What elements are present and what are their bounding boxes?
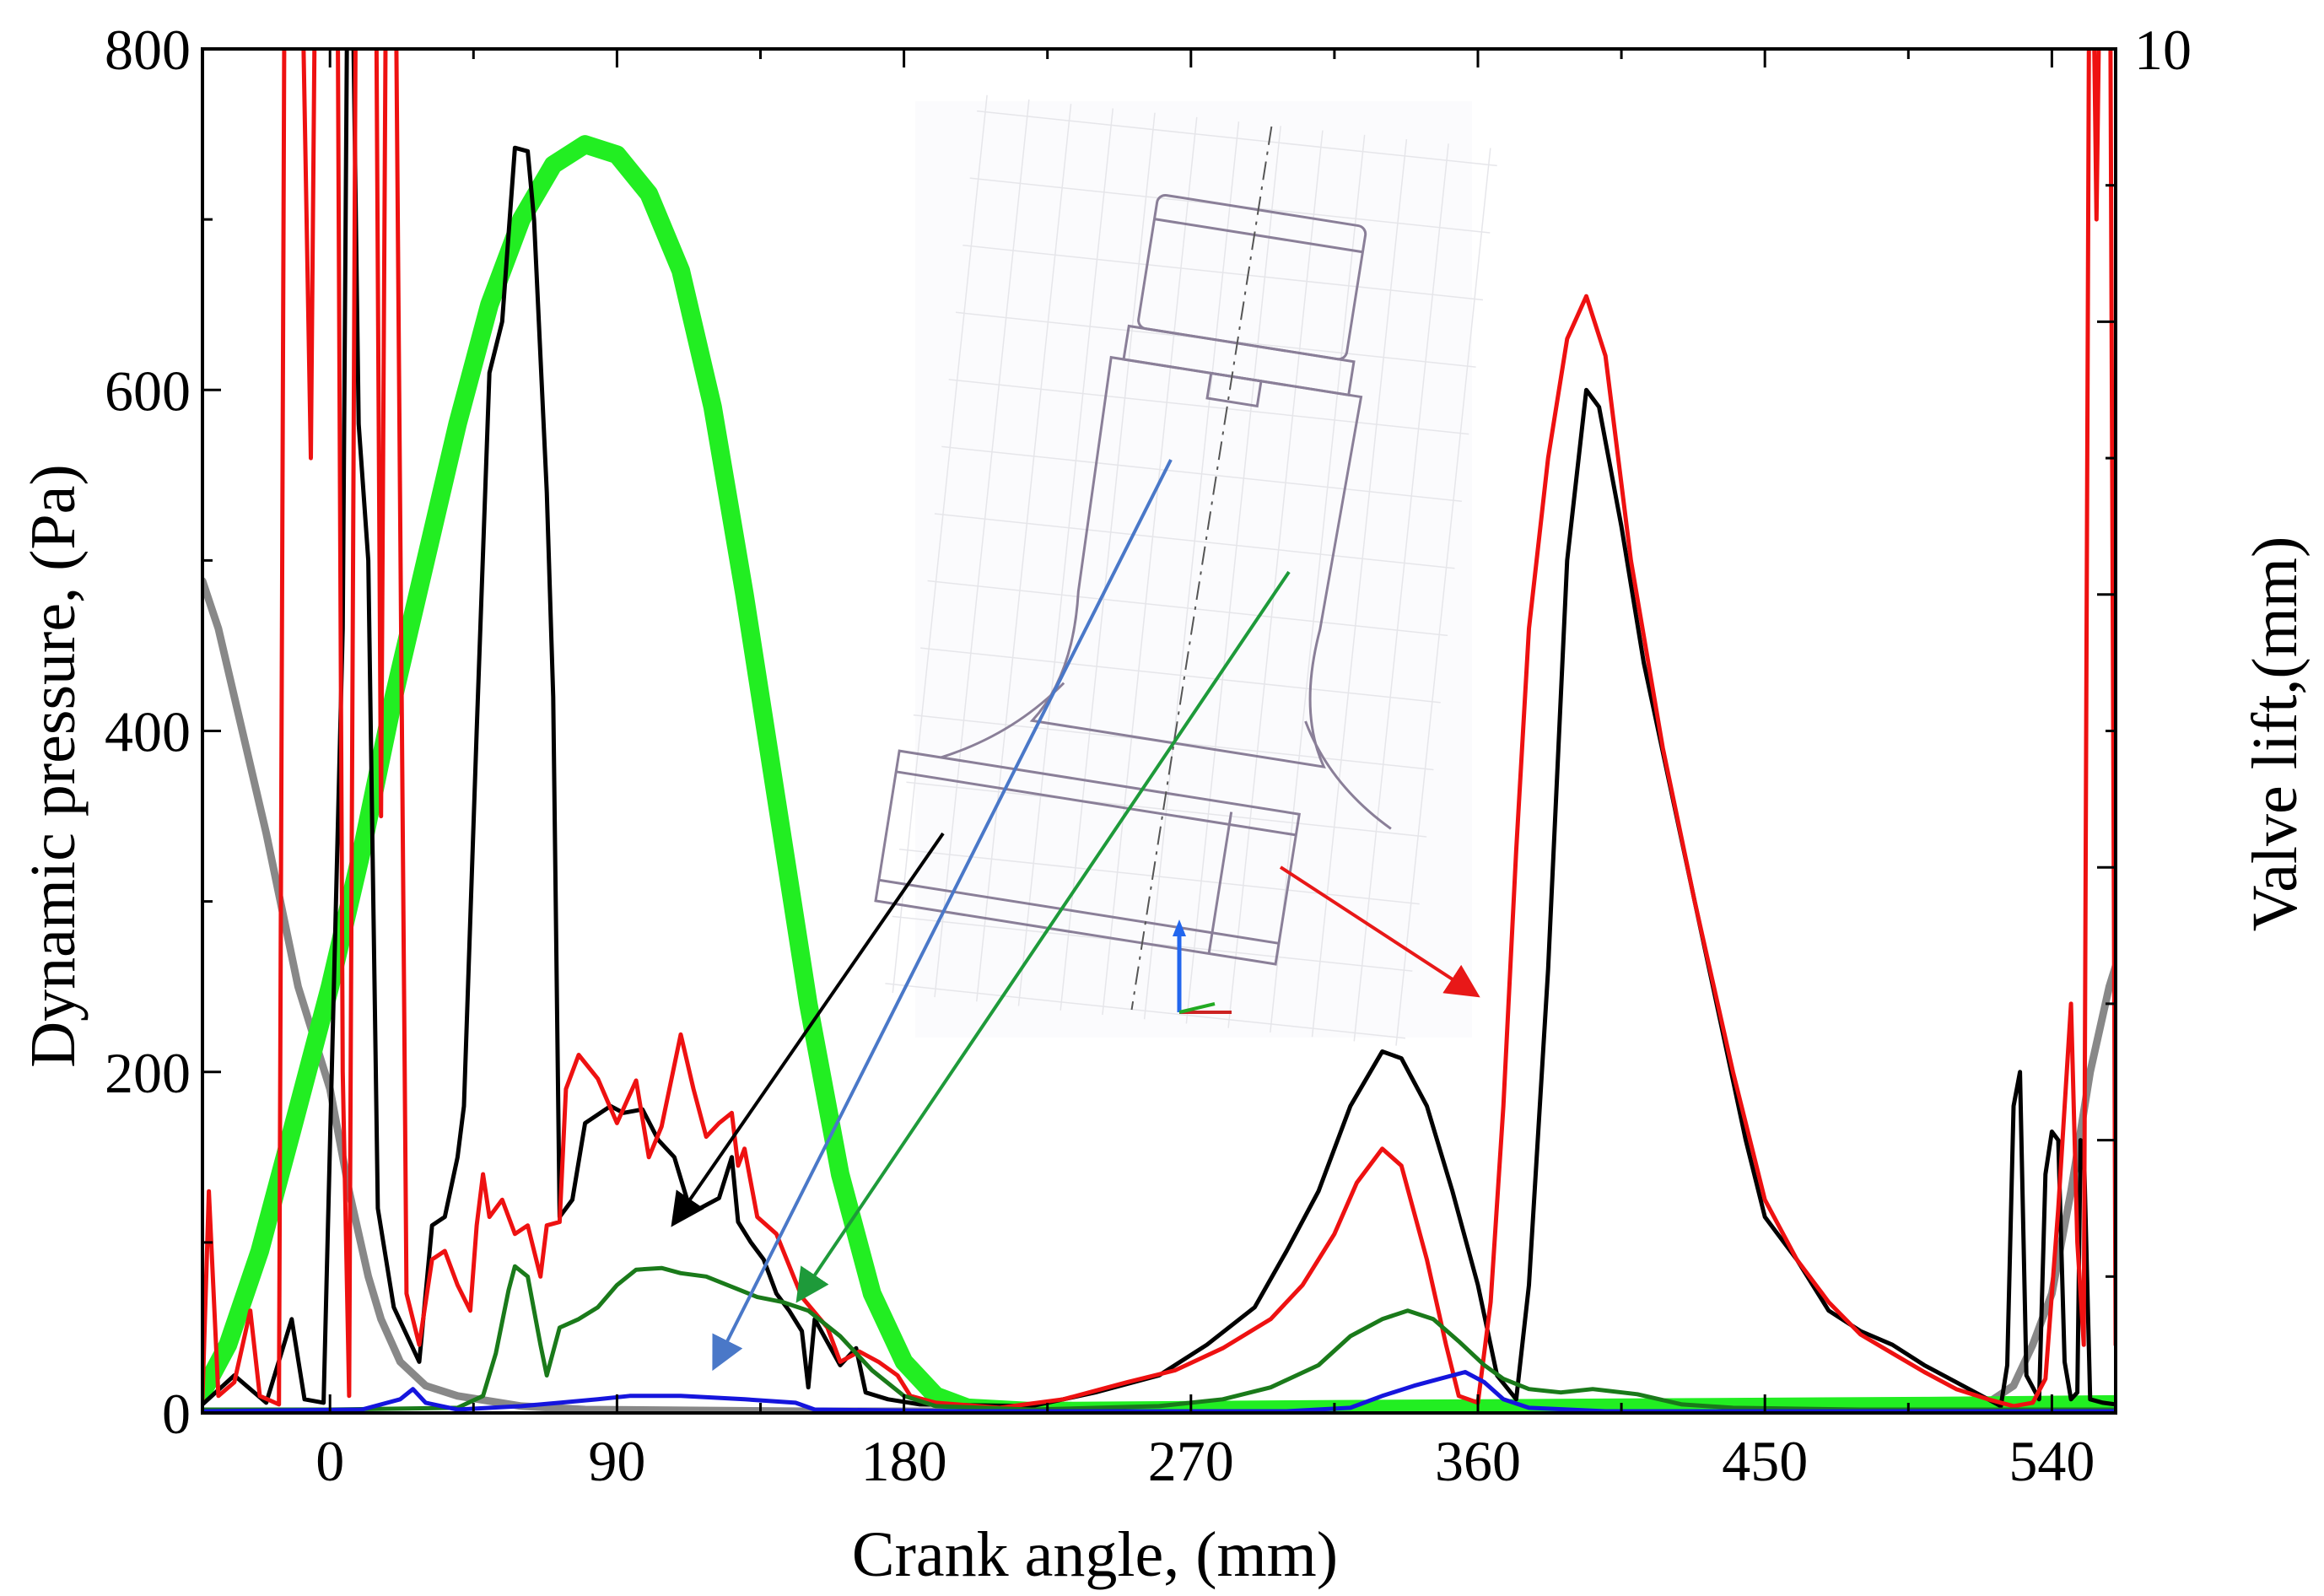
x-tick-label: 360: [1435, 1429, 1521, 1493]
green-arrow: [795, 570, 1291, 1303]
blue-arrow: [712, 459, 1173, 1372]
x-tick-label: 180: [861, 1429, 947, 1493]
black-arrow: [671, 832, 945, 1227]
y-axis-right-title: Valve lift,(mm): [2240, 536, 2311, 932]
y-left-tick-label: 800: [105, 18, 191, 82]
y-axis-left-title: Dynamic pressure, (Pa): [18, 464, 89, 1067]
y-left-tick-label: 0: [162, 1382, 191, 1446]
x-tick-label: 90: [588, 1429, 645, 1493]
x-tick-label: 540: [2009, 1429, 2095, 1493]
series-layer: [202, 49, 2116, 1413]
ticks-layer: 0 90 180 270 360 450 540 0 200 400 600 800 10: [105, 18, 2192, 1493]
axis-triad-icon: [1173, 919, 1232, 1014]
series-blue: [202, 1370, 2116, 1413]
valve-outline: [874, 126, 1392, 1011]
x-tick-label: 270: [1148, 1429, 1234, 1493]
series-dark-green: [202, 1264, 2116, 1412]
inset-grid: [885, 94, 1497, 1046]
x-tick-label: 450: [1722, 1429, 1808, 1493]
x-axis-title: Crank angle, (mm): [852, 1519, 1338, 1590]
x-tick-label: 0: [315, 1429, 344, 1493]
red-arrow: [1279, 865, 1480, 998]
annotation-arrows: [671, 459, 1480, 1372]
y-right-tick-label: 10: [2134, 18, 2192, 82]
valve-geometry-inset: [874, 94, 1497, 1046]
y-left-tick-label: 600: [105, 359, 191, 423]
y-left-tick-label: 200: [105, 1041, 191, 1105]
y-left-tick-label: 400: [105, 700, 191, 764]
